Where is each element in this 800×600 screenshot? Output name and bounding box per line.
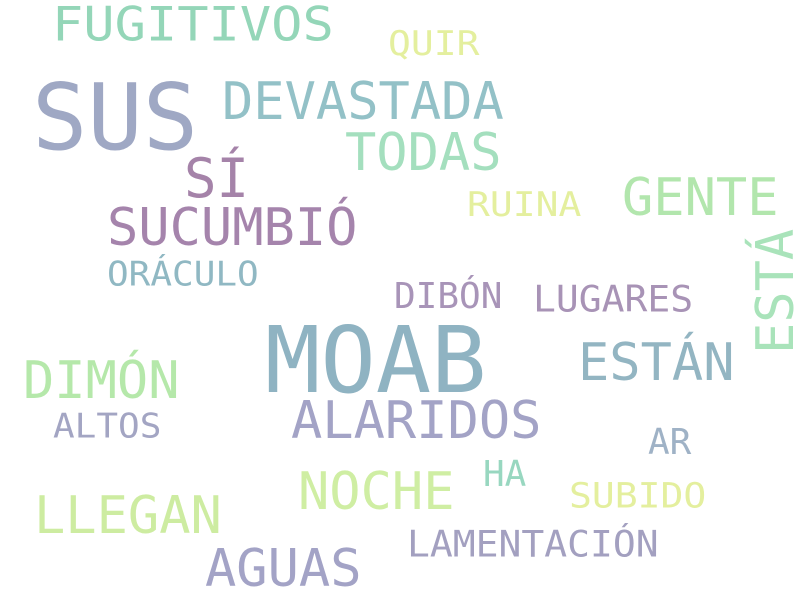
word-quir: QUIR [388,23,480,63]
word-oraculo: ORÁCULO [107,255,259,295]
word-sus: SUS [32,64,199,171]
word-estan: ESTÁN [578,333,735,393]
word-gente: GENTE [622,168,779,228]
word-subido: SUBIDO [569,475,707,516]
word-todas: TODAS [345,123,502,183]
word-esta: ESTÁ [746,228,800,354]
word-altos: ALTOS [53,407,162,447]
word-sucumbio: SUCUMBIÓ [107,198,358,258]
word-devastada: DEVASTADA [222,72,504,132]
word-ruina: RUINA [467,184,582,224]
word-fugitivos: FUGITIVOS [52,0,334,53]
word-lugares: LUGARES [533,278,694,320]
word-dimon: DIMÓN [23,351,180,411]
word-moab: MOAB [265,307,487,414]
word-noche: NOCHE [298,462,455,522]
word-si: SÍ [184,147,250,210]
word-dibon: DIBÓN [394,276,503,317]
word-llegan: LLEGAN [34,486,222,546]
word-alaridos: ALARIDOS [291,391,542,451]
word-ar: AR [648,422,692,463]
word-ha: HA [483,454,527,495]
word-aguas: AGUAS [205,539,362,599]
word-lamentacion: LAMENTACIÓN [407,523,659,565]
